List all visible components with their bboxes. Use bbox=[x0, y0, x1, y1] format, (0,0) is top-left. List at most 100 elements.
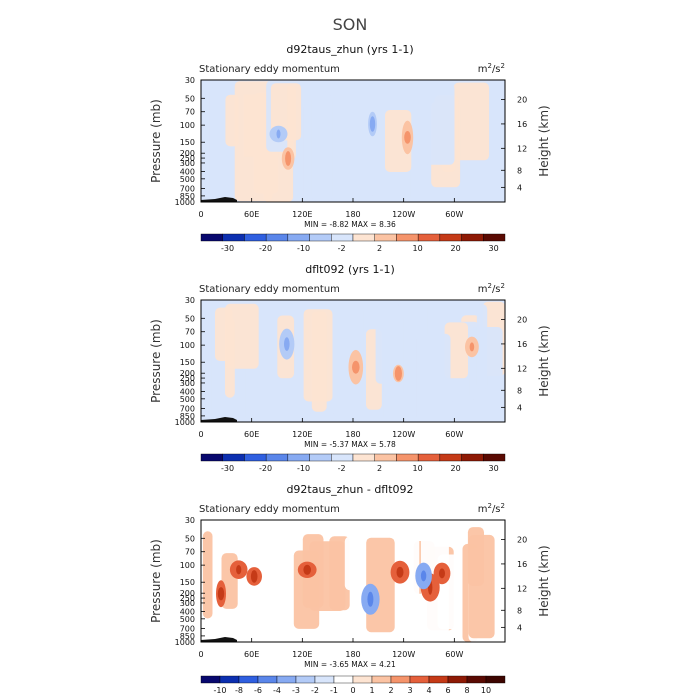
heatmap-cell bbox=[416, 333, 451, 422]
y-tick-label: 1000 bbox=[175, 638, 195, 647]
colorbar-swatch bbox=[352, 453, 375, 462]
colorbar-swatch bbox=[314, 675, 335, 684]
heatmap-blob-core bbox=[236, 565, 242, 575]
colorbar-label: 3 bbox=[407, 686, 412, 695]
heatmap-cell bbox=[234, 81, 273, 202]
colorbar-swatch bbox=[461, 233, 484, 242]
y-tick-label: 100 bbox=[180, 121, 195, 130]
stats-text: MIN = -8.82 MAX = 8.36 bbox=[304, 220, 396, 229]
colorbar-label: -4 bbox=[273, 686, 281, 695]
panel-title: d92taus_zhun - dflt092 bbox=[286, 483, 413, 496]
colorbar-label: -2 bbox=[338, 244, 346, 253]
x-tick-label: 180 bbox=[345, 650, 360, 659]
y-tick-label: 1000 bbox=[175, 418, 195, 427]
colorbar-swatch bbox=[439, 233, 462, 242]
colorbar-swatch bbox=[219, 675, 240, 684]
colorbar-label: -2 bbox=[338, 464, 346, 473]
heatmap-cell bbox=[476, 304, 488, 390]
x-tick-label: 180 bbox=[345, 430, 360, 439]
colorbar-label: -2 bbox=[311, 686, 319, 695]
colorbar-swatch bbox=[200, 675, 221, 684]
figure-title: SON bbox=[333, 15, 368, 34]
y-tick-label: 200 bbox=[180, 369, 195, 378]
panel-left-label: Stationary eddy momentum bbox=[199, 504, 340, 515]
colorbar-label: -6 bbox=[254, 686, 262, 695]
heatmap-cell bbox=[398, 525, 420, 640]
x-tick-label: 60E bbox=[244, 650, 259, 659]
colorbar-swatch bbox=[276, 675, 297, 684]
panel-left-label: Stationary eddy momentum bbox=[199, 64, 340, 75]
height-tick-label: 8 bbox=[517, 166, 522, 175]
colorbar-swatch bbox=[396, 453, 419, 462]
x-tick-label: 60E bbox=[244, 430, 259, 439]
x-tick-label: 120W bbox=[392, 650, 415, 659]
y-tick-label: 1000 bbox=[175, 198, 195, 207]
y-tick-label: 150 bbox=[180, 578, 195, 587]
colorbar-swatch bbox=[257, 675, 278, 684]
y-tick-label: 150 bbox=[180, 358, 195, 367]
heatmap-blob-core bbox=[469, 342, 475, 352]
heatmap-cell bbox=[353, 81, 373, 199]
colorbar-label: 30 bbox=[489, 244, 499, 253]
colorbar-label: -20 bbox=[259, 244, 272, 253]
terrain-mask bbox=[201, 417, 237, 422]
heatmap-cell bbox=[311, 86, 326, 187]
y-tick-label: 300 bbox=[180, 599, 195, 608]
colorbar-label: -30 bbox=[221, 464, 234, 473]
y-tick-label: 700 bbox=[180, 625, 195, 634]
height-tick-label: 20 bbox=[517, 536, 527, 545]
x-tick-label: 0 bbox=[198, 430, 203, 439]
heatmap-cell bbox=[225, 303, 259, 369]
colorbar-swatch bbox=[244, 453, 267, 462]
x-tick-label: 120E bbox=[292, 650, 312, 659]
height-tick-label: 8 bbox=[517, 606, 522, 615]
x-tick-label: 60W bbox=[445, 430, 463, 439]
colorbar-swatch bbox=[374, 453, 397, 462]
colorbar-swatch bbox=[222, 453, 245, 462]
colorbar-swatch bbox=[461, 453, 484, 462]
heatmap-blob-core bbox=[276, 129, 281, 139]
height-tick-label: 4 bbox=[517, 183, 522, 192]
colorbar-swatch bbox=[200, 233, 223, 242]
colorbar-label: -8 bbox=[235, 686, 243, 695]
colorbar-label: -1 bbox=[330, 686, 338, 695]
x-tick-label: 120E bbox=[292, 210, 312, 219]
colorbar-swatch bbox=[417, 233, 441, 242]
x-tick-label: 180 bbox=[345, 210, 360, 219]
heatmap-field bbox=[201, 520, 505, 642]
y-axis-title-right: Height (km) bbox=[537, 545, 551, 616]
colorbar-swatch bbox=[390, 675, 411, 684]
height-tick-label: 20 bbox=[517, 316, 527, 325]
y-tick-label: 700 bbox=[180, 185, 195, 194]
colorbar-swatch bbox=[417, 453, 441, 462]
y-tick-label: 100 bbox=[180, 561, 195, 570]
heatmap-blob-core bbox=[285, 151, 292, 166]
units-label: m2/s2 bbox=[478, 62, 505, 75]
y-tick-label: 50 bbox=[185, 94, 195, 103]
colorbar-label: 8 bbox=[464, 686, 469, 695]
heatmap-cell bbox=[422, 83, 455, 165]
height-tick-label: 16 bbox=[517, 120, 527, 129]
colorbar-label: -10 bbox=[297, 464, 310, 473]
x-tick-label: 60W bbox=[445, 650, 463, 659]
heatmap-blob-core bbox=[352, 360, 360, 374]
colorbar-swatch bbox=[287, 233, 310, 242]
colorbar-swatch bbox=[439, 453, 462, 462]
heatmap-blob-core bbox=[367, 591, 374, 607]
colorbar-swatch bbox=[352, 675, 373, 684]
colorbar-swatch bbox=[428, 675, 449, 684]
colorbar-label: 2 bbox=[388, 686, 393, 695]
chart-panel-1: d92taus_zhun (yrs 1-1) Stationary eddy mo… bbox=[149, 43, 551, 253]
colorbar-label: 1 bbox=[369, 686, 374, 695]
colorbar-swatch bbox=[309, 453, 332, 462]
height-tick-label: 4 bbox=[517, 403, 522, 412]
colorbar-swatch bbox=[331, 233, 354, 242]
heatmap-blob-core bbox=[284, 337, 290, 351]
colorbar-swatch bbox=[447, 675, 468, 684]
colorbar-swatch bbox=[483, 233, 506, 242]
colorbar-swatch bbox=[295, 675, 316, 684]
colorbar-swatch bbox=[485, 675, 506, 684]
colorbar-swatch bbox=[371, 675, 392, 684]
y-tick-label: 400 bbox=[180, 608, 195, 617]
